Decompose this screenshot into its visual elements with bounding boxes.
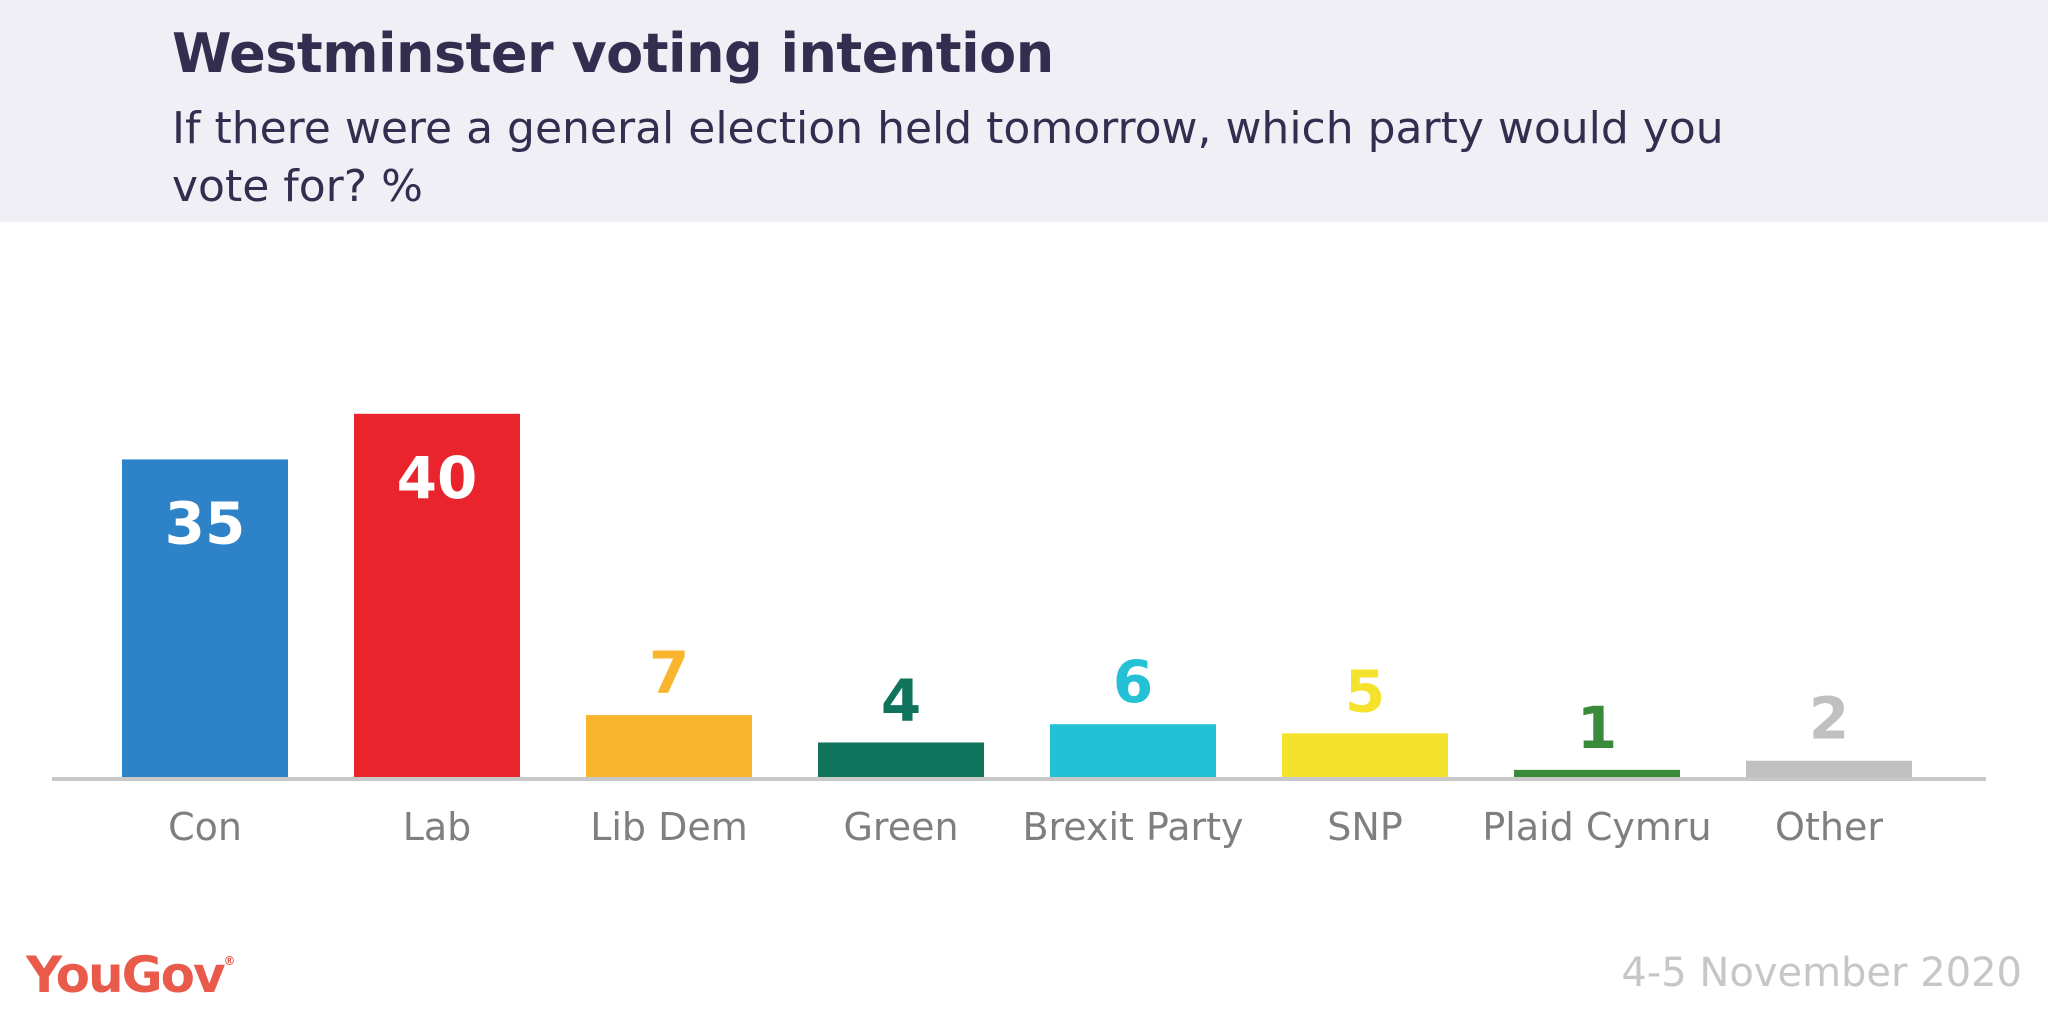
value-label-brexit-party: 6 bbox=[1113, 648, 1153, 716]
category-label-lab: Lab bbox=[403, 805, 472, 849]
category-label-green: Green bbox=[843, 805, 958, 849]
value-label-green: 4 bbox=[881, 666, 921, 734]
bar-green bbox=[818, 742, 984, 779]
bar-lib-dem bbox=[586, 715, 752, 779]
chart-header: Westminster voting intention If there we… bbox=[0, 0, 2048, 222]
value-label-snp: 5 bbox=[1345, 657, 1385, 725]
value-label-other: 2 bbox=[1809, 685, 1849, 753]
category-label-snp: SNP bbox=[1327, 805, 1402, 849]
value-label-plaid-cymru: 1 bbox=[1577, 694, 1617, 762]
value-label-lab: 40 bbox=[397, 444, 478, 512]
bar-snp bbox=[1282, 733, 1448, 779]
survey-date: 4-5 November 2020 bbox=[1621, 950, 2022, 996]
category-label-brexit-party: Brexit Party bbox=[1022, 805, 1243, 849]
yougov-logo: YouGov® bbox=[26, 946, 236, 1004]
bar-lab bbox=[354, 413, 520, 779]
bar-other bbox=[1746, 760, 1912, 779]
category-label-con: Con bbox=[168, 805, 242, 849]
value-label-lib-dem: 7 bbox=[649, 639, 689, 707]
category-label-other: Other bbox=[1775, 805, 1883, 849]
bar-con bbox=[122, 459, 288, 779]
brand-name: YouGov bbox=[26, 946, 226, 1004]
value-label-con: 35 bbox=[165, 489, 246, 557]
chart-title: Westminster voting intention bbox=[172, 22, 1054, 85]
registered-mark: ® bbox=[223, 954, 236, 968]
chart-subtitle: If there were a general election held to… bbox=[172, 103, 1724, 212]
bar-plaid-cymru bbox=[1514, 769, 1680, 779]
bar-brexit-party bbox=[1050, 724, 1216, 779]
category-label-lib-dem: Lib Dem bbox=[590, 805, 748, 849]
category-label-plaid-cymru: Plaid Cymru bbox=[1482, 805, 1711, 849]
